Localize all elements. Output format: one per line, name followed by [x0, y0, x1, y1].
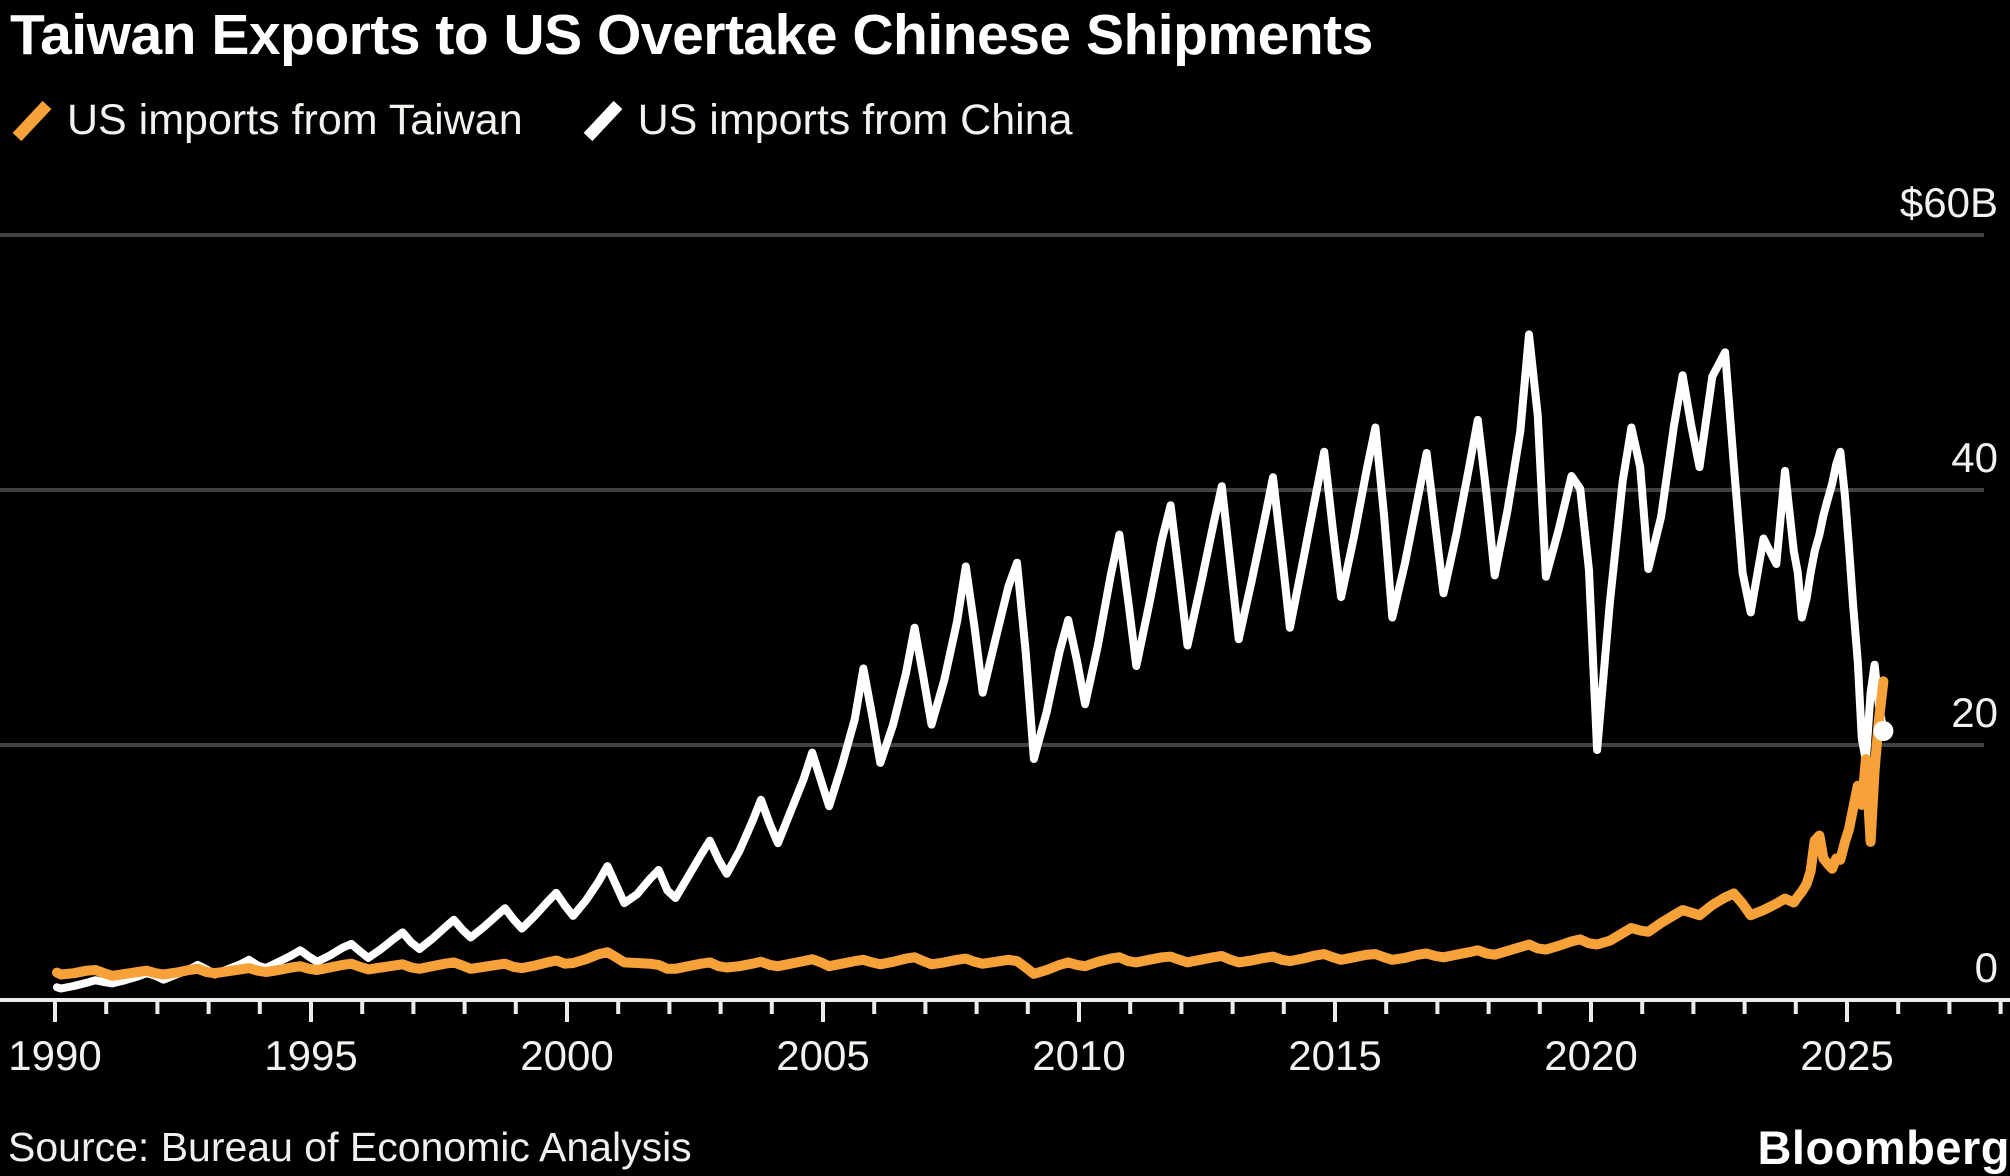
taiwan-slash-icon — [12, 100, 52, 141]
china-slash-icon — [583, 100, 623, 141]
y-axis-label-40: 40 — [1951, 434, 1998, 481]
legend-label-taiwan: US imports from Taiwan — [67, 96, 523, 144]
x-axis-label-2020: 2020 — [1544, 1032, 1637, 1079]
x-axis-label-2025: 2025 — [1800, 1032, 1893, 1079]
y-axis-label-0: 0 — [1975, 944, 1998, 991]
legend-label-china: US imports from China — [637, 96, 1073, 144]
series-end-dot-china — [1873, 721, 1894, 741]
x-axis-label-2005: 2005 — [776, 1032, 869, 1079]
legend-item-taiwan: US imports from Taiwan — [10, 96, 523, 145]
page-title: Taiwan Exports to US Overtake Chinese Sh… — [10, 3, 1373, 67]
legend-item-china: US imports from China — [581, 96, 1073, 145]
source-note: Source: Bureau of Economic Analysis — [8, 1124, 692, 1170]
taiwan-slash-stroke — [12, 100, 52, 141]
x-axis-label-2010: 2010 — [1032, 1032, 1125, 1079]
series-line-taiwan — [52, 676, 1889, 981]
x-axis-label-1995: 1995 — [264, 1032, 357, 1079]
y-axis-label-60: $60B — [1900, 179, 1998, 226]
x-axis-label-2015: 2015 — [1288, 1032, 1381, 1079]
bloomberg-logo: Bloomberg — [1757, 1121, 2010, 1174]
x-axis-label-2000: 2000 — [520, 1032, 613, 1079]
y-axis-label-20: 20 — [1951, 689, 1998, 736]
legend: US imports from Taiwan US imports from C… — [10, 96, 1073, 145]
china-slash-stroke — [583, 100, 623, 141]
x-axis-label-1990: 1990 — [8, 1032, 101, 1079]
series-line-china — [53, 330, 1888, 993]
